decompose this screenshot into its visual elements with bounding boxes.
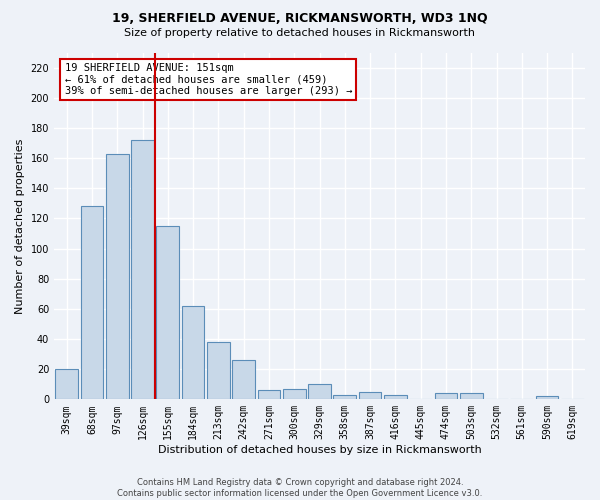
- Bar: [131, 140, 154, 400]
- Bar: [334, 395, 356, 400]
- Text: 19 SHERFIELD AVENUE: 151sqm
← 61% of detached houses are smaller (459)
39% of se: 19 SHERFIELD AVENUE: 151sqm ← 61% of det…: [65, 63, 352, 96]
- Bar: [80, 206, 103, 400]
- Bar: [182, 306, 205, 400]
- Text: 19, SHERFIELD AVENUE, RICKMANSWORTH, WD3 1NQ: 19, SHERFIELD AVENUE, RICKMANSWORTH, WD3…: [112, 12, 488, 26]
- Bar: [55, 369, 78, 400]
- Bar: [536, 396, 559, 400]
- Text: Size of property relative to detached houses in Rickmansworth: Size of property relative to detached ho…: [125, 28, 476, 38]
- Bar: [460, 394, 482, 400]
- Bar: [232, 360, 255, 400]
- Bar: [384, 395, 407, 400]
- Bar: [157, 226, 179, 400]
- Text: Contains HM Land Registry data © Crown copyright and database right 2024.
Contai: Contains HM Land Registry data © Crown c…: [118, 478, 482, 498]
- Bar: [207, 342, 230, 400]
- Bar: [283, 389, 305, 400]
- Y-axis label: Number of detached properties: Number of detached properties: [15, 138, 25, 314]
- Bar: [106, 154, 128, 400]
- Bar: [257, 390, 280, 400]
- Bar: [359, 392, 382, 400]
- Bar: [434, 394, 457, 400]
- X-axis label: Distribution of detached houses by size in Rickmansworth: Distribution of detached houses by size …: [158, 445, 481, 455]
- Bar: [308, 384, 331, 400]
